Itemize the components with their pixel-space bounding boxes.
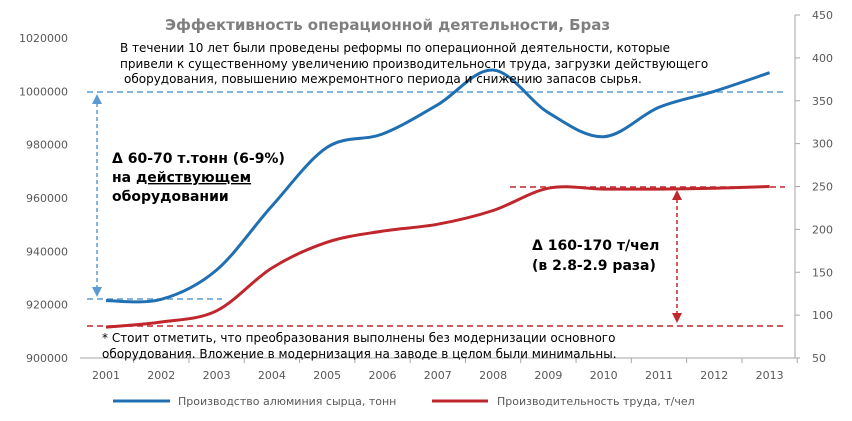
right-tick-label: 250 (812, 181, 833, 194)
left-annotation-line-1: Δ 60-70 т.тонн (6-9%) (112, 151, 285, 167)
x-tick-label: 2003 (203, 369, 231, 382)
top-note-line-1: В течении 10 лет были проведены реформы … (120, 41, 670, 55)
bottom-note-line-2: оборудования. Вложение в модернизация на… (102, 347, 617, 361)
legend-label-productivity: Производительность труда, т/чел (497, 395, 695, 408)
left-annotation-prefix: на (112, 170, 136, 186)
x-tick-label: 2001 (92, 369, 120, 382)
right-annotation-line-2: (в 2.8-2.9 раза) (532, 258, 656, 274)
bottom-note: * Стоит отметить, что преобразования вып… (102, 331, 617, 361)
x-tick-label: 2011 (645, 369, 673, 382)
right-tick-label: 350 (812, 95, 833, 108)
left-axis: 900000 920000 940000 960000 980000 1000000 102… (19, 32, 68, 365)
x-tick-label: 2008 (479, 369, 507, 382)
left-tick-label: 960000 (26, 192, 68, 205)
right-axis: 50 100 150 200 250 300 350 400 450 (794, 9, 833, 365)
series-points-0 (105, 69, 770, 301)
right-annotation: Δ 160-170 т/чел (в 2.8-2.9 раза) (532, 238, 659, 274)
right-tick-label: 400 (812, 52, 833, 65)
x-tick-label: 2002 (147, 369, 175, 382)
right-tick-label: 300 (812, 138, 833, 151)
x-tick-label: 2012 (700, 369, 728, 382)
left-arrow-head-up (92, 94, 102, 104)
series-points-1 (105, 186, 770, 328)
right-annotation-line-1: Δ 160-170 т/чел (532, 238, 659, 254)
left-annotation-line-3: оборудовании (112, 189, 229, 205)
top-note-line-3: оборудования, повышению межремонтного пе… (124, 72, 642, 86)
right-tick-label: 50 (812, 352, 826, 365)
legend-label-aluminium: Производство алюминия сырца, тонн (178, 395, 396, 408)
x-tick-label: 2004 (258, 369, 286, 382)
x-tick-label: 2005 (313, 369, 341, 382)
left-arrow-head-down (92, 287, 102, 297)
right-tick-label: 450 (812, 9, 833, 22)
legend: Производство алюминия сырца, тонн Произв… (113, 395, 695, 408)
chart-title: Эффективность операционной деятельности,… (165, 16, 610, 34)
x-tick-label: 2013 (756, 369, 784, 382)
right-tick-label: 150 (812, 266, 833, 279)
x-tick-label: 2006 (369, 369, 397, 382)
left-tick-label: 900000 (26, 352, 68, 365)
left-tick-label: 1020000 (19, 32, 68, 45)
left-annotation-line-2: на действующем (112, 170, 251, 186)
left-annotation-underlined: действующем (136, 170, 251, 186)
top-note-line-2: привели к существенному увеличению произ… (120, 57, 708, 71)
right-arrow-head-down (672, 313, 682, 323)
left-tick-label: 920000 (26, 299, 68, 312)
bottom-note-line-1: * Стоит отметить, что преобразования вып… (102, 331, 615, 345)
right-tick-label: 100 (812, 309, 833, 322)
top-note: В течении 10 лет были проведены реформы … (120, 41, 708, 86)
right-tick-label: 200 (812, 223, 833, 236)
x-tick-label: 2009 (534, 369, 562, 382)
x-axis: 2001 2002 2003 2004 2005 2006 2007 2008 2009 2010… (80, 357, 798, 382)
left-tick-label: 980000 (26, 139, 68, 152)
right-arrow-head-up (672, 190, 682, 200)
left-tick-label: 1000000 (19, 85, 68, 98)
x-tick-label: 2007 (424, 369, 452, 382)
x-tick-label: 2010 (590, 369, 618, 382)
left-annotation: Δ 60-70 т.тонн (6-9%) на действующем обо… (112, 151, 285, 205)
left-tick-label: 940000 (26, 245, 68, 258)
